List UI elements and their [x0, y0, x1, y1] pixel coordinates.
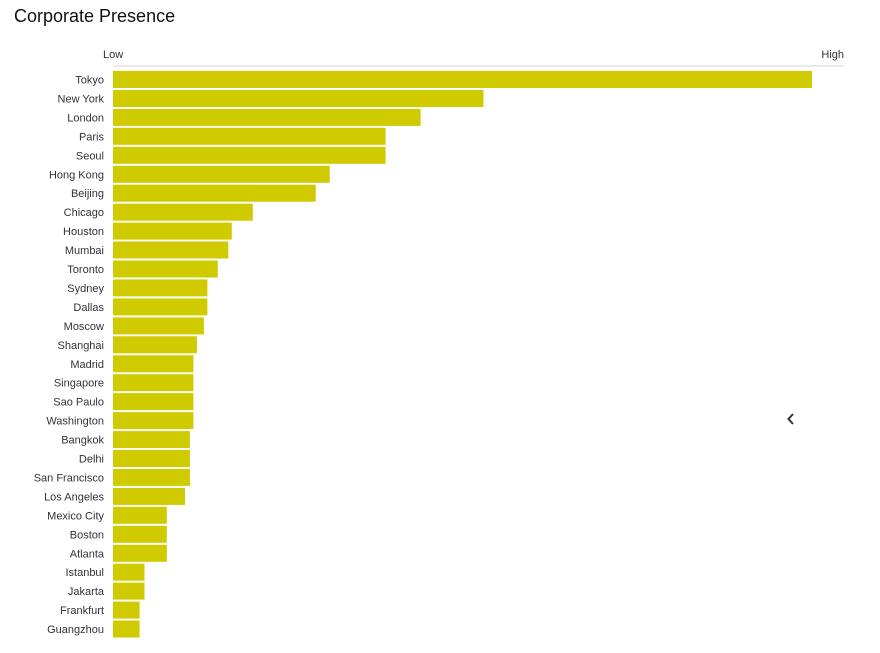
bar-hong-kong: [113, 165, 330, 183]
axis-low-label: Low: [103, 49, 123, 61]
category-label-mexico-city: Mexico City: [47, 510, 104, 522]
category-label-sao-paulo: Sao Paulo: [53, 397, 104, 409]
bar-mumbai: [113, 241, 229, 259]
category-label-atlanta: Atlanta: [70, 548, 105, 560]
category-label-london: London: [67, 112, 104, 124]
category-label-mumbai: Mumbai: [65, 245, 104, 257]
category-label-san-francisco: San Francisco: [34, 472, 104, 484]
category-label-istanbul: Istanbul: [65, 567, 104, 579]
category-label-singapore: Singapore: [54, 378, 104, 390]
bar-seoul: [113, 146, 386, 164]
bar-beijing: [113, 184, 316, 202]
category-label-houston: Houston: [63, 226, 104, 238]
category-label-paris: Paris: [79, 131, 105, 143]
bars-group: [113, 71, 812, 638]
bar-paris: [113, 127, 386, 145]
category-label-bangkok: Bangkok: [61, 435, 104, 447]
bar-istanbul: [113, 563, 145, 581]
category-label-los-angeles: Los Angeles: [44, 491, 104, 503]
bar-mexico-city: [113, 506, 167, 524]
bar-bangkok: [113, 431, 190, 449]
category-label-seoul: Seoul: [76, 150, 104, 162]
bar-toronto: [113, 260, 218, 278]
bar-houston: [113, 222, 232, 240]
bar-atlanta: [113, 544, 167, 562]
bar-chicago: [113, 203, 253, 221]
bar-washington: [113, 412, 194, 430]
bar-london: [113, 108, 421, 126]
category-label-frankfurt: Frankfurt: [60, 605, 104, 617]
category-labels-group: Tokyo New York London Paris Seoul Hong Kong Be…: [34, 75, 105, 637]
bar-jakarta: [113, 582, 145, 600]
category-label-guangzhou: Guangzhou: [47, 624, 104, 636]
chart-title: Corporate Presence: [14, 6, 176, 26]
bar-frankfurt: [113, 601, 140, 619]
bar-new-york: [113, 90, 484, 107]
category-label-chicago: Chicago: [64, 207, 104, 219]
bar-madrid: [113, 355, 194, 373]
category-label-hong-kong: Hong Kong: [49, 169, 104, 181]
category-label-sydney: Sydney: [67, 283, 104, 295]
category-label-jakarta: Jakarta: [68, 586, 105, 598]
category-label-new-york: New York: [58, 94, 105, 106]
category-label-tokyo: Tokyo: [75, 75, 104, 87]
bar-san-francisco: [113, 468, 190, 486]
category-label-toronto: Toronto: [67, 264, 104, 276]
bar-tokyo: [113, 71, 812, 88]
bar-boston: [113, 525, 167, 543]
category-label-madrid: Madrid: [70, 359, 104, 371]
bar-sao-paulo: [113, 393, 194, 411]
bar-delhi: [113, 450, 190, 467]
collapse-panel-button[interactable]: [784, 409, 798, 429]
category-label-delhi: Delhi: [79, 454, 104, 466]
category-label-moscow: Moscow: [64, 321, 104, 333]
category-label-washington: Washington: [46, 416, 104, 428]
bar-sydney: [113, 279, 208, 297]
bar-los-angeles: [113, 487, 185, 505]
category-label-dallas: Dallas: [73, 302, 104, 314]
category-label-shanghai: Shanghai: [58, 340, 105, 352]
chevron-left-icon: [787, 413, 794, 425]
bar-singapore: [113, 374, 194, 392]
bar-shanghai: [113, 336, 197, 354]
category-label-boston: Boston: [70, 529, 104, 541]
bar-dallas: [113, 298, 208, 316]
category-label-beijing: Beijing: [71, 188, 104, 200]
axis-high-label: High: [821, 49, 844, 61]
bar-guangzhou: [113, 620, 140, 638]
bar-moscow: [113, 317, 204, 335]
